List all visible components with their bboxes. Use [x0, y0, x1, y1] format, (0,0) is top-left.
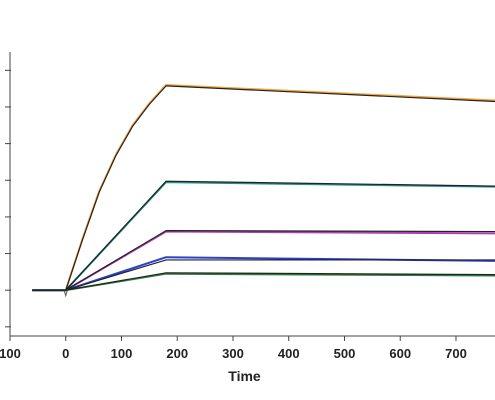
x-tick-label: 100: [111, 346, 133, 361]
x-tick-label: 0: [62, 346, 69, 361]
fit-layer: [32, 85, 495, 298]
x-tick-label: 700: [445, 346, 467, 361]
x-tick-label: 600: [389, 346, 411, 361]
fit-line-4: [32, 272, 495, 291]
x-tick-label: 400: [278, 346, 300, 361]
fit-line-0: [32, 85, 495, 291]
x-tick-label: 300: [222, 346, 244, 361]
axes-layer: [5, 52, 495, 341]
x-tick-label: 500: [334, 346, 356, 361]
x-axis-title: Time: [228, 368, 261, 384]
series-line-4: [32, 272, 495, 292]
x-tick-label: 200: [166, 346, 188, 361]
injection-artifact: [63, 290, 68, 298]
label-layer: 100 0 100 200 300 400 500 600 700 Time: [0, 346, 467, 384]
x-tick-label: 100: [0, 346, 21, 361]
